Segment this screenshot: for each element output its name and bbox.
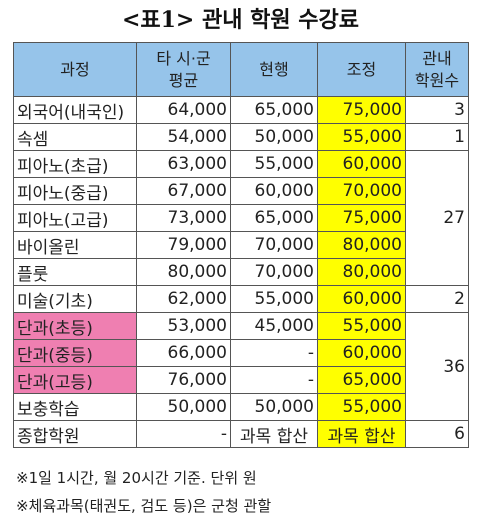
avg-fee: 53,000 [136, 312, 231, 340]
adjusted-fee: 과목 합산 [317, 420, 406, 448]
adjusted-fee: 80,000 [317, 231, 406, 259]
current-fee: 65,000 [230, 96, 318, 124]
header-count-line2: 학원수 [414, 70, 460, 90]
current-fee: 50,000 [230, 123, 318, 151]
avg-fee: - [136, 420, 231, 448]
current-fee: 50,000 [230, 393, 318, 421]
footnote-sports: ※체육과목(태권도, 검도 등)은 군청 관할 [16, 497, 272, 515]
header-current: 현행 [230, 42, 318, 97]
adjusted-fee: 60,000 [317, 150, 406, 178]
current-fee: 과목 합산 [230, 420, 318, 448]
avg-fee: 50,000 [136, 393, 231, 421]
header-avg-line2: 평균 [168, 70, 199, 90]
footnote-unit: ※1일 1시간, 월 20시간 기준. 단위 원 [16, 469, 257, 487]
avg-fee: 66,000 [136, 339, 231, 367]
course-name: 외국어(내국인) [13, 96, 137, 124]
current-fee: - [230, 339, 318, 367]
course-name: 속셈 [13, 123, 137, 151]
avg-fee: 76,000 [136, 366, 231, 394]
academy-count: 6 [405, 420, 469, 448]
current-fee: - [230, 366, 318, 394]
header-avg-line1: 타 시·군 [156, 48, 211, 68]
avg-fee: 73,000 [136, 204, 231, 232]
current-fee: 70,000 [230, 258, 318, 286]
header-course: 과정 [13, 42, 137, 97]
course-name: 피아노(초급) [13, 150, 137, 178]
academy-count-dangwa-group: 36 [405, 312, 469, 421]
avg-fee: 63,000 [136, 150, 231, 178]
adjusted-fee: 60,000 [317, 285, 406, 313]
avg-fee: 62,000 [136, 285, 231, 313]
avg-fee: 80,000 [136, 258, 231, 286]
course-name: 피아노(고급) [13, 204, 137, 232]
avg-fee: 67,000 [136, 177, 231, 205]
avg-fee: 79,000 [136, 231, 231, 259]
table-row: 바이올린 79,000 70,000 80,000 [13, 231, 469, 259]
academy-count: 1 [405, 123, 469, 151]
current-fee: 55,000 [230, 150, 318, 178]
avg-fee: 54,000 [136, 123, 231, 151]
table-row: 미술(기초) 62,000 55,000 60,000 2 [13, 285, 469, 313]
adjusted-fee: 80,000 [317, 258, 406, 286]
current-fee: 45,000 [230, 312, 318, 340]
header-row: 과정 타 시·군 평균 현행 조정 관내 학원수 [13, 42, 469, 97]
header-count: 관내 학원수 [405, 42, 469, 97]
header-adjusted: 조정 [317, 42, 406, 97]
course-name: 단과(중등) [13, 339, 137, 367]
course-name: 보충학습 [13, 393, 137, 421]
table-row: 플룻 80,000 70,000 80,000 [13, 258, 469, 286]
course-name: 플룻 [13, 258, 137, 286]
adjusted-fee: 55,000 [317, 123, 406, 151]
academy-count: 2 [405, 285, 469, 313]
table-title: <표1> 관내 학원 수강료 [121, 7, 360, 33]
adjusted-fee: 55,000 [317, 393, 406, 421]
table-row: 단과(초등) 53,000 45,000 55,000 36 [13, 312, 469, 421]
course-name: 바이올린 [13, 231, 137, 259]
academy-count: 3 [405, 96, 469, 124]
tuition-table: 과정 타 시·군 평균 현행 조정 관내 학원수 외국어(내국인) 64,000 6… [13, 42, 469, 448]
adjusted-fee: 75,000 [317, 96, 406, 124]
header-avg: 타 시·군 평균 [136, 42, 231, 97]
course-name: 단과(초등) [13, 312, 137, 340]
avg-fee: 64,000 [136, 96, 231, 124]
table-row: 피아노(초급) 63,000 55,000 60,000 27 [13, 150, 469, 286]
current-fee: 60,000 [230, 177, 318, 205]
table-row: 단과(고등) 76,000 - 65,000 [13, 366, 469, 394]
table-row: 속셈 54,000 50,000 55,000 1 [13, 123, 469, 151]
table-row: 보충학습 50,000 50,000 55,000 [13, 393, 469, 421]
adjusted-fee: 60,000 [317, 339, 406, 367]
course-name: 단과(고등) [13, 366, 137, 394]
table-row: 단과(중등) 66,000 - 60,000 [13, 339, 469, 367]
adjusted-fee: 70,000 [317, 177, 406, 205]
table-row: 외국어(내국인) 64,000 65,000 75,000 3 [13, 96, 469, 124]
current-fee: 70,000 [230, 231, 318, 259]
current-fee: 55,000 [230, 285, 318, 313]
header-count-line1: 관내 [422, 48, 452, 68]
table-row: 피아노(고급) 73,000 65,000 75,000 [13, 204, 469, 232]
academy-count-piano-group: 27 [405, 150, 469, 286]
course-name: 피아노(중급) [13, 177, 137, 205]
adjusted-fee: 55,000 [317, 312, 406, 340]
course-name: 미술(기초) [13, 285, 137, 313]
adjusted-fee: 75,000 [317, 204, 406, 232]
table-row: 종합학원 - 과목 합산 과목 합산 6 [13, 420, 469, 448]
adjusted-fee: 65,000 [317, 366, 406, 394]
course-name: 종합학원 [13, 420, 137, 448]
table-row: 피아노(중급) 67,000 60,000 70,000 [13, 177, 469, 205]
current-fee: 65,000 [230, 204, 318, 232]
